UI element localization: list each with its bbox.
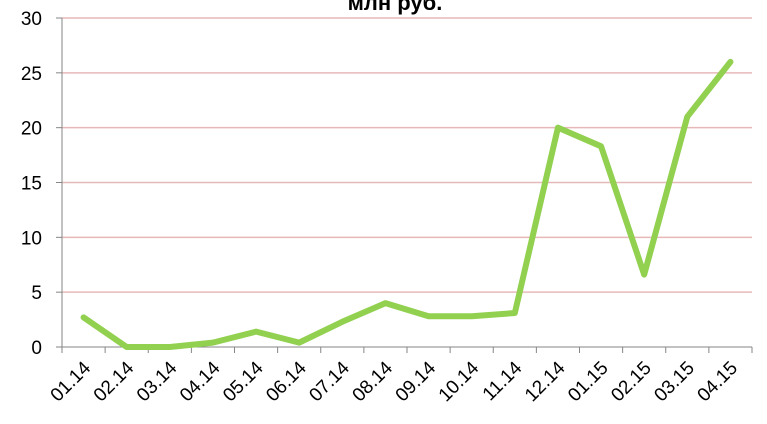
x-tick-label: 08.14 <box>349 357 398 406</box>
x-tick-label: 01.14 <box>47 357 96 406</box>
x-tick-label: 04.14 <box>176 357 225 406</box>
x-tick-label: 01.15 <box>564 358 612 406</box>
y-tick-label: 5 <box>31 283 42 304</box>
chart-title: млн руб. <box>348 0 443 15</box>
x-tick-label: 03.15 <box>650 358 698 406</box>
y-tick-label: 10 <box>21 228 42 249</box>
x-tick-label: 10.14 <box>435 357 484 406</box>
x-tick-label: 11.14 <box>479 357 527 405</box>
x-tick-label: 05.14 <box>219 357 268 406</box>
y-tick-label: 0 <box>31 338 42 359</box>
y-tick-label: 15 <box>21 174 42 195</box>
x-tick-label: 02.14 <box>90 357 139 406</box>
x-tick-label: 02.15 <box>607 358 655 406</box>
y-tick-label: 20 <box>21 119 42 140</box>
x-tick-label: 06.14 <box>262 357 311 406</box>
line-series <box>80 58 734 350</box>
x-tick-label: 09.14 <box>392 357 441 406</box>
x-tick-label: 04.15 <box>694 358 742 406</box>
y-tick-label: 25 <box>21 64 42 85</box>
x-tick-label: 03.14 <box>133 357 182 406</box>
y-tick-label: 30 <box>21 9 42 30</box>
x-tick-label: 12.14 <box>521 357 570 406</box>
x-tick-label: 07.14 <box>305 357 354 406</box>
